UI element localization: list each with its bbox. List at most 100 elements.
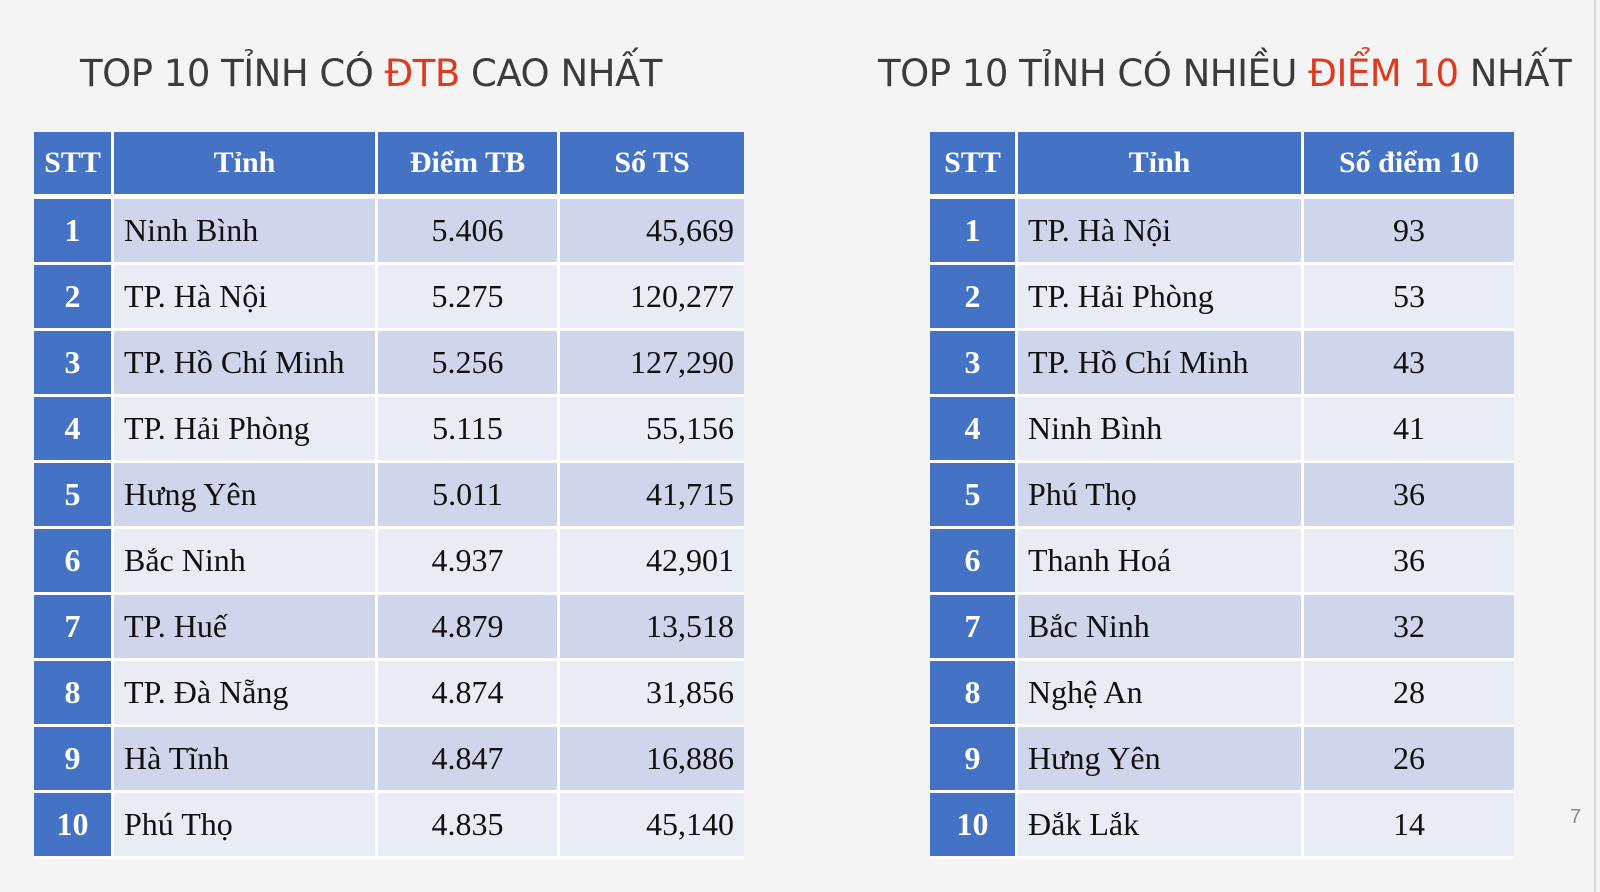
table-row: 2 TP. Hà Nội 5.275 120,277 xyxy=(34,265,744,331)
cell-stt: 10 xyxy=(34,793,114,859)
table-row: 1 TP. Hà Nội 93 xyxy=(930,199,1514,265)
table-row: 7 TP. Huế 4.879 13,518 xyxy=(34,595,744,661)
cell-stt: 8 xyxy=(34,661,114,727)
cell-stt: 9 xyxy=(930,727,1018,793)
cell-candidate-count: 55,156 xyxy=(560,397,744,463)
slide-edge-divider xyxy=(1594,0,1596,892)
cell-stt: 2 xyxy=(34,265,114,331)
cell-average-score: 5.256 xyxy=(378,331,560,397)
left-title-post: CAO NHẤT xyxy=(459,52,662,95)
left-title-pre: TOP 10 TỈNH CÓ xyxy=(80,52,385,95)
cell-province: Hưng Yên xyxy=(114,463,378,529)
table-row: 6 Bắc Ninh 4.937 42,901 xyxy=(34,529,744,595)
cell-stt: 1 xyxy=(34,199,114,265)
cell-stt: 5 xyxy=(930,463,1018,529)
cell-province: TP. Hồ Chí Minh xyxy=(1018,331,1304,397)
table-row: 2 TP. Hải Phòng 53 xyxy=(930,265,1514,331)
cell-average-score: 4.879 xyxy=(378,595,560,661)
table-header-row: STT Tỉnh Điểm TB Số TS xyxy=(34,132,744,199)
cell-province: Hà Tĩnh xyxy=(114,727,378,793)
cell-province: Phú Thọ xyxy=(114,793,378,859)
cell-perfect-score-count: 28 xyxy=(1304,661,1514,727)
right-title-post: NHẤT xyxy=(1458,52,1572,95)
cell-province: Hưng Yên xyxy=(1018,727,1304,793)
cell-stt: 4 xyxy=(930,397,1018,463)
left-table-title: TOP 10 TỈNH CÓ ĐTB CAO NHẤT xyxy=(80,52,662,112)
cell-stt: 9 xyxy=(34,727,114,793)
table-row: 9 Hưng Yên 26 xyxy=(930,727,1514,793)
table-row: 1 Ninh Bình 5.406 45,669 xyxy=(34,199,744,265)
header-province: Tỉnh xyxy=(114,132,378,199)
cell-candidate-count: 41,715 xyxy=(560,463,744,529)
header-perfect-score-count: Số điểm 10 xyxy=(1304,132,1514,199)
cell-average-score: 4.874 xyxy=(378,661,560,727)
cell-stt: 7 xyxy=(930,595,1018,661)
cell-stt: 8 xyxy=(930,661,1018,727)
cell-province: Bắc Ninh xyxy=(114,529,378,595)
cell-candidate-count: 120,277 xyxy=(560,265,744,331)
cell-perfect-score-count: 53 xyxy=(1304,265,1514,331)
right-table-title: TOP 10 TỈNH CÓ NHIỀU ĐIỂM 10 NHẤT xyxy=(878,52,1572,112)
cell-province: TP. Hải Phòng xyxy=(1018,265,1304,331)
cell-average-score: 4.835 xyxy=(378,793,560,859)
cell-province: TP. Hà Nội xyxy=(1018,199,1304,265)
cell-average-score: 5.275 xyxy=(378,265,560,331)
cell-candidate-count: 13,518 xyxy=(560,595,744,661)
top-perfect-score-table: STT Tỉnh Số điểm 10 1 TP. Hà Nội 93 2 TP. Hả… xyxy=(930,132,1514,859)
cell-candidate-count: 45,140 xyxy=(560,793,744,859)
cell-province: Ninh Bình xyxy=(1018,397,1304,463)
cell-perfect-score-count: 43 xyxy=(1304,331,1514,397)
cell-perfect-score-count: 32 xyxy=(1304,595,1514,661)
cell-perfect-score-count: 26 xyxy=(1304,727,1514,793)
page-number: 7 xyxy=(1570,806,1582,828)
cell-stt: 6 xyxy=(34,529,114,595)
table-row: 5 Hưng Yên 5.011 41,715 xyxy=(34,463,744,529)
table-row: 5 Phú Thọ 36 xyxy=(930,463,1514,529)
table-row: 3 TP. Hồ Chí Minh 5.256 127,290 xyxy=(34,331,744,397)
top-average-score-table: STT Tỉnh Điểm TB Số TS 1 Ninh Bình 5.406 45… xyxy=(34,132,744,859)
cell-candidate-count: 16,886 xyxy=(560,727,744,793)
cell-average-score: 5.115 xyxy=(378,397,560,463)
table-row: 6 Thanh Hoá 36 xyxy=(930,529,1514,595)
table-row: 4 TP. Hải Phòng 5.115 55,156 xyxy=(34,397,744,463)
header-province: Tỉnh xyxy=(1018,132,1304,199)
cell-stt: 1 xyxy=(930,199,1018,265)
cell-candidate-count: 45,669 xyxy=(560,199,744,265)
cell-average-score: 4.847 xyxy=(378,727,560,793)
cell-stt: 6 xyxy=(930,529,1018,595)
cell-province: Ninh Bình xyxy=(114,199,378,265)
cell-perfect-score-count: 41 xyxy=(1304,397,1514,463)
cell-province: TP. Huế xyxy=(114,595,378,661)
right-title-pre: TOP 10 TỈNH CÓ NHIỀU xyxy=(878,52,1309,95)
header-average-score: Điểm TB xyxy=(378,132,560,199)
cell-province: Phú Thọ xyxy=(1018,463,1304,529)
cell-stt: 2 xyxy=(930,265,1018,331)
table-row: 9 Hà Tĩnh 4.847 16,886 xyxy=(34,727,744,793)
cell-perfect-score-count: 93 xyxy=(1304,199,1514,265)
cell-province: TP. Hà Nội xyxy=(114,265,378,331)
table-header-row: STT Tỉnh Số điểm 10 xyxy=(930,132,1514,199)
left-title-highlight: ĐTB xyxy=(384,52,461,95)
header-stt: STT xyxy=(34,132,114,199)
cell-perfect-score-count: 36 xyxy=(1304,463,1514,529)
cell-stt: 3 xyxy=(930,331,1018,397)
table-row: 4 Ninh Bình 41 xyxy=(930,397,1514,463)
cell-average-score: 5.011 xyxy=(378,463,560,529)
cell-average-score: 4.937 xyxy=(378,529,560,595)
cell-candidate-count: 42,901 xyxy=(560,529,744,595)
cell-stt: 4 xyxy=(34,397,114,463)
table-row: 3 TP. Hồ Chí Minh 43 xyxy=(930,331,1514,397)
cell-province: Thanh Hoá xyxy=(1018,529,1304,595)
cell-stt: 10 xyxy=(930,793,1018,859)
cell-province: TP. Hồ Chí Minh xyxy=(114,331,378,397)
cell-average-score: 5.406 xyxy=(378,199,560,265)
cell-province: TP. Hải Phòng xyxy=(114,397,378,463)
right-title-highlight: ĐIỂM 10 xyxy=(1308,52,1459,95)
cell-perfect-score-count: 14 xyxy=(1304,793,1514,859)
cell-stt: 7 xyxy=(34,595,114,661)
cell-province: Bắc Ninh xyxy=(1018,595,1304,661)
cell-stt: 3 xyxy=(34,331,114,397)
table-row: 10 Phú Thọ 4.835 45,140 xyxy=(34,793,744,859)
cell-perfect-score-count: 36 xyxy=(1304,529,1514,595)
